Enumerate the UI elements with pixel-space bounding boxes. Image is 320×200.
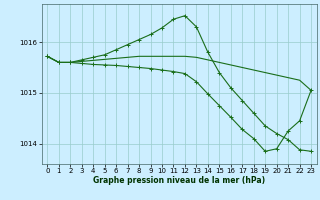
X-axis label: Graphe pression niveau de la mer (hPa): Graphe pression niveau de la mer (hPa) — [93, 176, 265, 185]
